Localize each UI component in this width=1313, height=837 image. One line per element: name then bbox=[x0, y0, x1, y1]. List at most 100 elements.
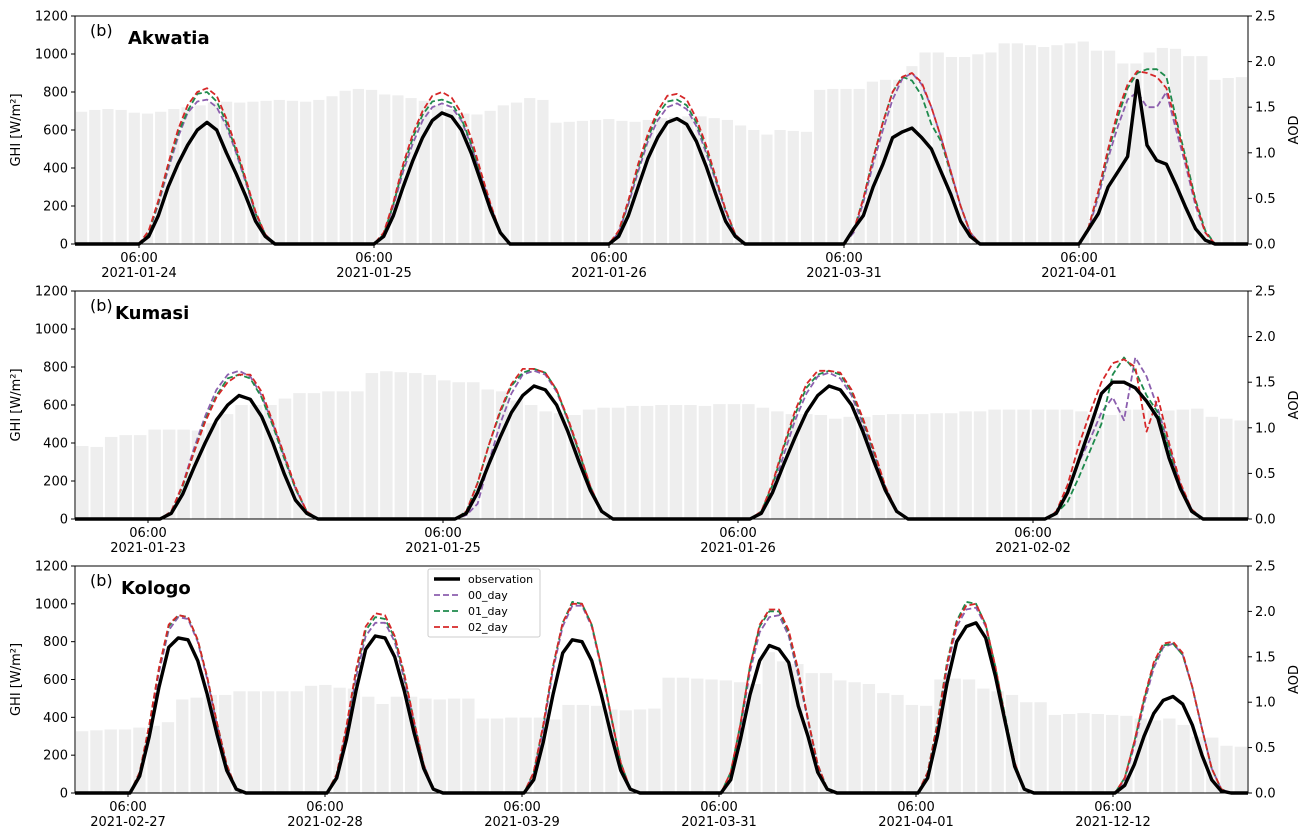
aod-bar bbox=[505, 717, 518, 793]
aod-bar bbox=[273, 99, 285, 245]
aod-bar bbox=[1077, 41, 1089, 244]
aod-bar bbox=[597, 407, 610, 519]
aod-bar bbox=[985, 52, 997, 245]
aod-bar bbox=[206, 423, 219, 519]
aod-bar bbox=[462, 698, 475, 793]
aod-bar bbox=[1038, 47, 1050, 245]
aod-bar bbox=[713, 404, 726, 519]
x-tick-date: 2021-01-24 bbox=[101, 266, 177, 281]
x-tick-time: 06:00 bbox=[1060, 251, 1097, 266]
x-tick-date: 2021-04-01 bbox=[878, 815, 954, 830]
aod-bar bbox=[611, 407, 625, 519]
aod-bar bbox=[418, 100, 430, 244]
aod-bar bbox=[959, 57, 971, 244]
aod-bar bbox=[932, 52, 944, 245]
aod-bar bbox=[379, 94, 391, 245]
aod-bar bbox=[247, 691, 260, 793]
aod-bar bbox=[1196, 56, 1208, 244]
aod-bar bbox=[1209, 79, 1221, 244]
y2-tick-label: 0.5 bbox=[1255, 192, 1276, 207]
aod-bar bbox=[162, 429, 176, 519]
x-tick-date: 2021-03-29 bbox=[484, 815, 560, 830]
aod-bar bbox=[642, 119, 654, 244]
aod-bar bbox=[539, 411, 552, 519]
aod-bar bbox=[1220, 745, 1233, 793]
aod-bar bbox=[1156, 47, 1168, 244]
x-tick-time: 06:00 bbox=[503, 800, 540, 815]
site-name: Kumasi bbox=[115, 303, 189, 324]
aod-bar bbox=[490, 718, 504, 793]
aod-bar bbox=[1051, 45, 1063, 245]
x-tick-date: 2021-01-25 bbox=[405, 541, 481, 556]
aod-bar bbox=[568, 415, 581, 519]
aod-bar bbox=[133, 727, 146, 793]
aod-bar bbox=[76, 111, 88, 244]
aod-bar bbox=[945, 57, 958, 244]
y2-tick-label: 2.5 bbox=[1255, 560, 1276, 575]
aod-bar bbox=[959, 411, 972, 519]
y-tick-label: 0 bbox=[60, 238, 68, 253]
aod-bar bbox=[848, 682, 861, 793]
aod-bar bbox=[734, 125, 747, 244]
aod-bar bbox=[352, 88, 364, 245]
aod-bar bbox=[550, 122, 562, 244]
y2-tick-label: 0.5 bbox=[1255, 741, 1276, 756]
x-tick-time: 06:00 bbox=[424, 526, 461, 541]
aod-bar bbox=[829, 418, 842, 519]
aod-bar bbox=[313, 99, 325, 245]
aod-bar bbox=[376, 704, 389, 793]
y2-tick-label: 2.0 bbox=[1255, 55, 1276, 70]
aod-bar bbox=[827, 88, 839, 245]
site-name: Akwatia bbox=[128, 28, 210, 49]
aod-bar bbox=[676, 677, 690, 793]
aod-bar bbox=[582, 409, 596, 519]
aod-bar bbox=[484, 110, 496, 244]
aod-bar bbox=[962, 679, 976, 793]
aod-bar bbox=[695, 116, 707, 244]
legend-label: observation bbox=[468, 573, 533, 586]
y2-tick-label: 2.0 bbox=[1255, 605, 1276, 620]
aod-bar bbox=[458, 113, 470, 244]
y2-axis-label: AOD bbox=[1287, 391, 1302, 420]
aod-bar bbox=[748, 684, 761, 793]
y-tick-label: 1200 bbox=[35, 560, 68, 575]
series-line-02-day bbox=[75, 358, 1248, 520]
aod-bar bbox=[233, 691, 246, 793]
y-tick-label: 200 bbox=[43, 749, 68, 764]
aod-bar bbox=[90, 446, 103, 519]
aod-bar bbox=[76, 446, 89, 519]
aod-bar bbox=[669, 405, 683, 519]
aod-bar bbox=[834, 680, 847, 793]
aod-bar bbox=[682, 116, 694, 244]
site-name: Kologo bbox=[121, 578, 191, 599]
aod-bar bbox=[423, 374, 437, 519]
aod-bar bbox=[431, 105, 444, 244]
aod-bar bbox=[655, 405, 668, 519]
aod-bar bbox=[972, 54, 984, 244]
aod-bar bbox=[177, 429, 190, 519]
y2-tick-label: 1.0 bbox=[1255, 421, 1276, 436]
aod-bar bbox=[1220, 418, 1233, 519]
aod-bar bbox=[603, 119, 615, 244]
aod-bar bbox=[390, 696, 404, 793]
y-tick-label: 400 bbox=[43, 162, 68, 177]
aod-bar bbox=[1046, 409, 1059, 519]
aod-bar bbox=[756, 407, 770, 519]
y-tick-label: 200 bbox=[43, 200, 68, 215]
aod-bar bbox=[1118, 409, 1132, 519]
aod-bar bbox=[698, 405, 712, 519]
aod-bar bbox=[973, 411, 987, 519]
y-tick-label: 600 bbox=[43, 673, 68, 688]
aod-bar bbox=[655, 118, 668, 244]
aod-bar bbox=[319, 684, 332, 793]
y2-tick-label: 2.5 bbox=[1255, 285, 1276, 300]
legend-label: 02_day bbox=[468, 621, 508, 634]
aod-bar bbox=[307, 393, 321, 519]
aod-bar bbox=[930, 413, 943, 519]
aod-bar bbox=[336, 391, 350, 519]
aod-bar bbox=[787, 130, 799, 244]
aod-bar bbox=[872, 415, 885, 519]
aod-bar bbox=[708, 118, 720, 244]
